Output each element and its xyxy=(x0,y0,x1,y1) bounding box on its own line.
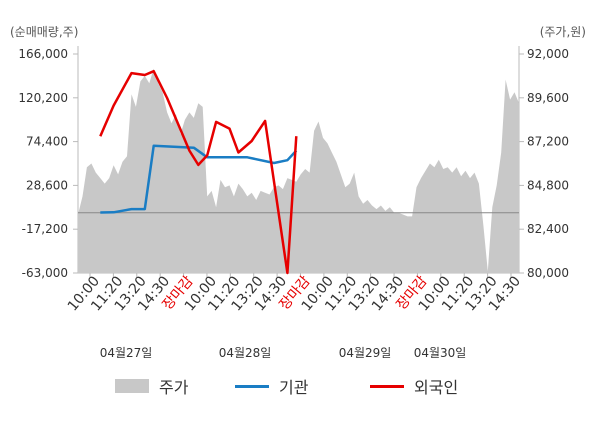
legend-label-price: 주가 xyxy=(159,378,189,397)
legend-item-price: 주가 xyxy=(115,372,188,400)
right-axis-unit: (주가,원) xyxy=(540,25,586,39)
legend-item-institution: 기관 xyxy=(235,372,308,400)
right-tick-label: 92,000 xyxy=(527,47,569,61)
legend-swatch-foreign xyxy=(370,384,404,388)
institution-line xyxy=(100,144,298,214)
chart: (순매매량,주) (주가,원) 166,000 120,200 74,400 28,6… xyxy=(10,25,586,360)
left-tick-label: 28,600 xyxy=(26,178,68,192)
date-label: 04월30일 xyxy=(414,346,467,360)
right-tick-label: 82,400 xyxy=(527,222,569,236)
price-area xyxy=(78,68,519,273)
date-label: 04월28일 xyxy=(219,346,272,360)
left-tick-label: 120,200 xyxy=(18,91,68,105)
plot-area: 166,000 120,200 74,400 28,600 -17,200 -63,000… xyxy=(18,46,569,360)
date-label: 04월27일 xyxy=(100,346,153,360)
right-tick-label: 84,800 xyxy=(527,178,569,192)
left-axis-unit: (순매매량,주) xyxy=(10,25,78,39)
left-tick-label: 74,400 xyxy=(26,135,68,149)
right-tick-label: 89,600 xyxy=(527,91,569,105)
legend-label-foreign: 외국인 xyxy=(414,378,459,397)
left-tick-label: -63,000 xyxy=(22,266,68,280)
right-tick-label: 80,000 xyxy=(527,266,569,280)
foreign-line xyxy=(99,69,298,275)
legend: 주가 기관 외국인 xyxy=(0,372,600,400)
legend-swatch-institution xyxy=(235,384,269,388)
left-tick-label: 166,000 xyxy=(18,47,68,61)
left-tick-label: -17,200 xyxy=(22,222,68,236)
legend-label-institution: 기관 xyxy=(279,378,309,397)
legend-swatch-price xyxy=(115,379,149,393)
date-label: 04월29일 xyxy=(339,346,392,360)
right-tick-label: 87,200 xyxy=(527,135,569,149)
legend-item-foreign: 외국인 xyxy=(370,372,458,400)
